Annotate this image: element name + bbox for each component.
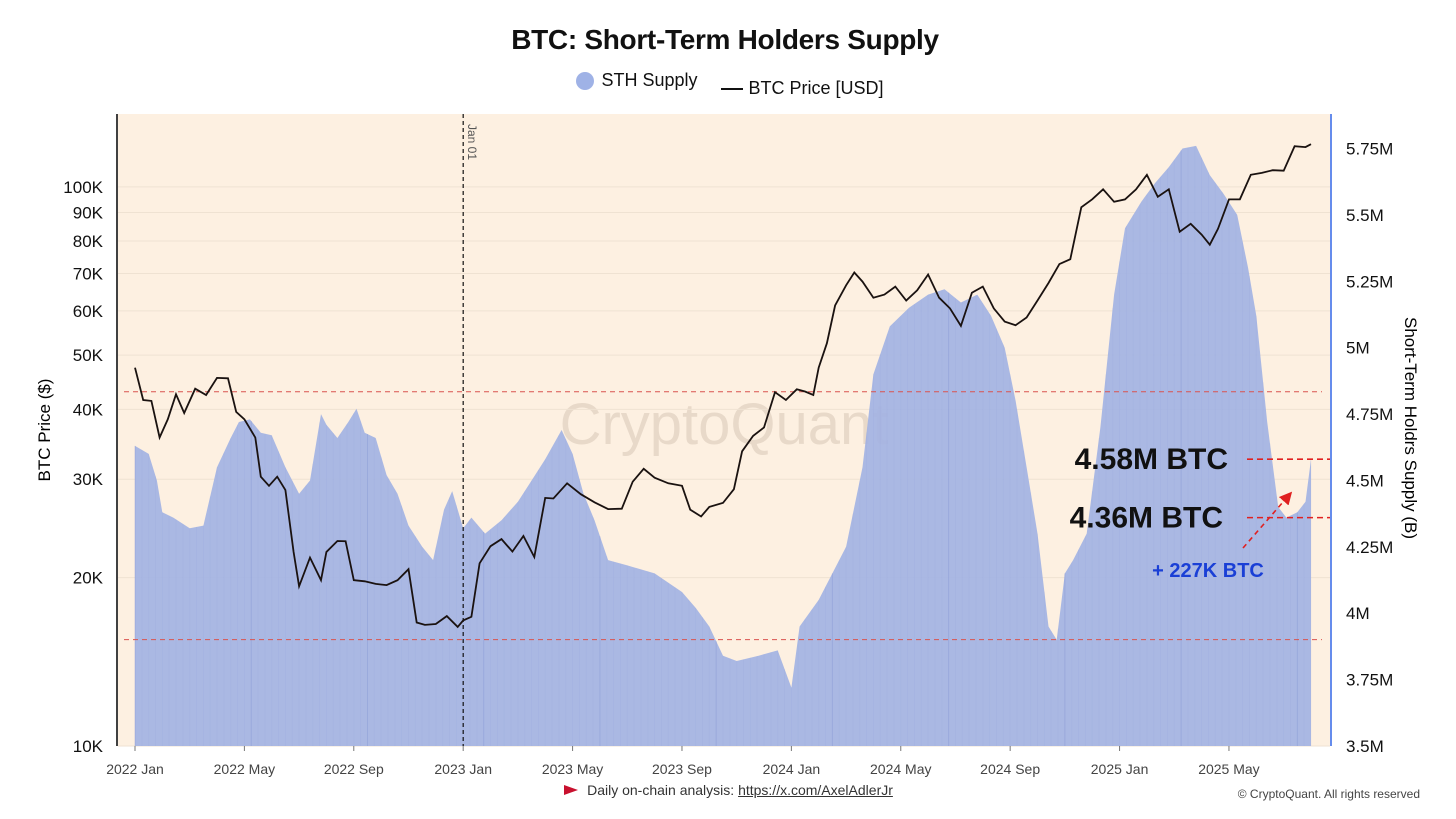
x-axis-ticks: 2022 Jan 2022 May 2022 Sep 2023 Jan 2023 May…: [106, 746, 1260, 777]
flag-icon: [564, 785, 579, 796]
left-axis-ticks: 10K 20K 30K 40K 50K 60K 70K 80K 90K 100K: [63, 178, 103, 756]
left-tick-label: 40K: [73, 400, 104, 419]
x-tick-label: 2025 May: [1198, 761, 1259, 777]
right-tick-label: 4M: [1346, 604, 1370, 623]
left-tick-label: 20K: [73, 569, 104, 588]
legend-swatch-btc-price: [720, 87, 743, 90]
reference-lines: [124, 391, 1322, 641]
annotation-delta: + 227K BTC: [1152, 560, 1264, 582]
right-tick-label: 5.5M: [1346, 206, 1384, 225]
left-tick-label: 80K: [73, 232, 104, 251]
left-tick-label: 90K: [73, 203, 104, 222]
right-tick-label: 4.5M: [1346, 471, 1384, 490]
left-tick-label: 60K: [73, 302, 104, 321]
footer: Daily on-chain analysis: https://x.com/A…: [0, 782, 1456, 798]
right-tick-label: 5.25M: [1346, 272, 1393, 291]
btc-price-line: [134, 143, 1312, 629]
legend-item-btc-price[interactable]: BTC Price [USD]: [720, 78, 884, 99]
sth-supply-area: [135, 145, 1311, 746]
left-tick-label: 30K: [73, 470, 104, 489]
left-tick-label: 50K: [73, 346, 104, 365]
right-tick-label: 3.5M: [1346, 737, 1384, 756]
x-tick-label: 2022 Sep: [324, 761, 384, 777]
annotation-arrow: [1242, 491, 1293, 549]
jan01-marker-label: Jan 01: [465, 124, 479, 160]
right-tick-label: 4.75M: [1346, 405, 1393, 424]
chart-title: BTC: Short-Term Holders Supply: [511, 24, 939, 55]
footer-text: Daily on-chain analysis:: [587, 782, 735, 798]
left-tick-label: 70K: [73, 264, 104, 283]
right-tick-label: 5M: [1346, 339, 1370, 358]
x-tick-label: 2024 Jan: [763, 761, 821, 777]
sth-supply-stripes: [134, 146, 1312, 746]
watermark: CryptoQuant: [560, 392, 889, 457]
right-axis-ticks: 3.5M 3.75M 4M 4.25M 4.5M 4.75M 5M 5.25M 5.5M 5.75…: [1346, 140, 1393, 756]
copyright: © CryptoQuant. All rights reserved: [1237, 787, 1420, 801]
legend-label-sth-supply: STH Supply: [601, 70, 698, 90]
x-tick-label: 2023 Jan: [434, 761, 492, 777]
left-axis-label: BTC Price ($): [35, 379, 54, 482]
x-tick-label: 2022 May: [214, 761, 275, 777]
left-tick-label: 10K: [73, 737, 104, 756]
legend-label-btc-price: BTC Price [USD]: [748, 78, 884, 98]
annotation-4.36m-btc: 4.36M BTC: [1070, 502, 1223, 535]
x-tick-label: 2023 Sep: [652, 761, 712, 777]
footer-link[interactable]: https://x.com/AxelAdlerJr: [738, 782, 893, 798]
x-tick-label: 2025 Jan: [1091, 761, 1149, 777]
x-tick-label: 2024 May: [870, 761, 931, 777]
chart-legend: STH Supply BTC Price [USD]: [0, 70, 1456, 99]
x-tick-label: 2024 Sep: [980, 761, 1040, 777]
x-tick-label: 2022 Jan: [106, 761, 164, 777]
left-tick-label: 100K: [63, 178, 103, 197]
right-tick-label: 4.25M: [1346, 538, 1393, 557]
legend-item-sth-supply[interactable]: STH Supply: [576, 70, 698, 91]
right-axis-label: Short-Term Holdrs Supply (B): [1401, 317, 1420, 539]
right-tick-label: 5.75M: [1346, 140, 1393, 159]
right-tick-label: 3.75M: [1346, 671, 1393, 690]
x-tick-label: 2023 May: [542, 761, 603, 777]
legend-swatch-sth-supply: [576, 71, 595, 90]
annotation-4.58m-btc: 4.58M BTC: [1075, 443, 1228, 476]
